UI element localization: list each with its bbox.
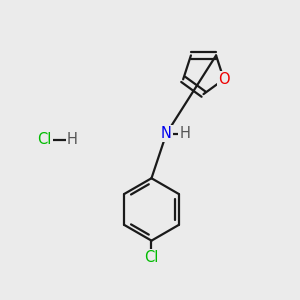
Text: H: H <box>67 132 78 147</box>
Text: Cl: Cl <box>37 132 52 147</box>
Text: N: N <box>161 126 172 141</box>
Text: Cl: Cl <box>144 250 159 266</box>
Text: H: H <box>179 126 190 141</box>
Text: O: O <box>218 72 230 87</box>
